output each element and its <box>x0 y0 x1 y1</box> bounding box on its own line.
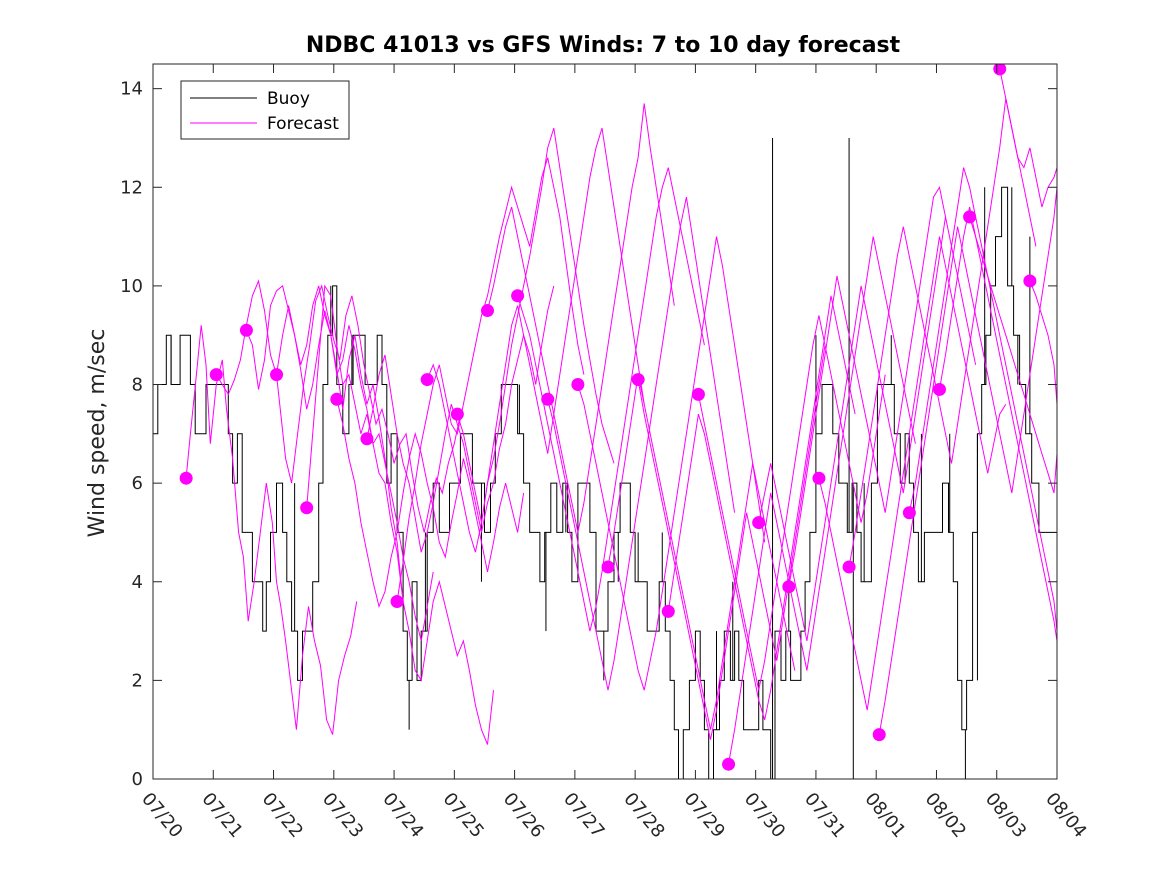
forecast-marker-15 <box>631 373 645 387</box>
forecast-marker-11 <box>511 289 525 303</box>
forecast-run-line-3 <box>276 284 461 533</box>
forecast-run-line-27 <box>999 68 1057 208</box>
y-tick-label-5: 10 <box>120 276 143 297</box>
forecast-run-line-6 <box>366 285 555 553</box>
forecast-marker-20 <box>782 580 796 594</box>
legend-box <box>180 80 350 140</box>
forecast-marker-10 <box>480 304 494 318</box>
y-tick-label-6: 12 <box>120 177 143 198</box>
y-axis-label: Wind speed, m/sec <box>85 329 110 538</box>
forecast-run-line-13 <box>577 236 766 691</box>
forecast-marker-13 <box>571 378 585 392</box>
forecast-marker-26 <box>963 210 977 224</box>
forecast-run-line-21 <box>818 236 1007 711</box>
forecast-run-line-22 <box>848 98 1037 568</box>
forecast-run-line-28 <box>1029 280 1057 405</box>
forecast-marker-18 <box>722 757 736 771</box>
plot-area <box>153 64 1057 779</box>
forecast-run-line-7 <box>396 157 585 602</box>
forecast-marker-5 <box>330 392 344 406</box>
forecast-run-line-23 <box>878 187 1057 735</box>
forecast-run-line-10 <box>487 103 675 533</box>
forecast-marker-12 <box>541 392 555 406</box>
axes-box <box>152 63 1058 780</box>
forecast-marker-24 <box>902 506 916 520</box>
forecast-marker-16 <box>661 604 675 618</box>
forecast-marker-14 <box>601 560 615 574</box>
forecast-run-line-11 <box>517 167 705 632</box>
forecast-run-line-25 <box>939 206 1057 641</box>
y-tick-label-4: 8 <box>132 375 143 396</box>
forecast-run-line-9 <box>456 127 645 523</box>
forecast-run-line-18 <box>728 236 916 765</box>
forecast-run-line-20 <box>788 185 977 587</box>
forecast-run-line-17 <box>697 315 886 691</box>
forecast-run-line-19 <box>758 216 946 641</box>
forecast-marker-25 <box>932 382 946 396</box>
forecast-marker-6 <box>360 432 374 446</box>
forecast-marker-28 <box>1023 274 1037 288</box>
forecast-run-line-24 <box>908 167 1057 632</box>
forecast-run-line-15 <box>637 345 826 740</box>
forecast-run-line-0 <box>185 325 358 735</box>
legend: Buoy Forecast <box>180 80 350 140</box>
legend-label-1: Forecast <box>267 114 339 134</box>
forecast-marker-7 <box>390 594 404 608</box>
forecast-marker-0 <box>179 471 193 485</box>
forecast-marker-1 <box>209 368 223 382</box>
forecast-marker-19 <box>752 516 766 530</box>
forecast-run-line-5 <box>336 399 525 609</box>
forecast-run-line-4 <box>306 284 494 745</box>
forecast-run-line-26 <box>969 216 1057 494</box>
y-tick-label-7: 14 <box>120 79 143 100</box>
forecast-marker-8 <box>420 373 434 387</box>
forecast-run-line-1 <box>215 279 404 602</box>
forecast-run-line-12 <box>547 196 736 691</box>
y-tick-label-1: 2 <box>132 670 143 691</box>
forecast-marker-2 <box>239 323 253 337</box>
forecast-marker-23 <box>872 728 886 742</box>
forecast-marker-3 <box>270 368 284 382</box>
forecast-marker-21 <box>812 471 826 485</box>
buoy-series-line <box>153 186 1057 779</box>
chart-title: NDBC 41013 vs GFS Winds: 7 to 10 day for… <box>306 33 901 58</box>
forecast-marker-9 <box>450 407 464 421</box>
y-tick-label-2: 4 <box>132 572 143 593</box>
y-tick-label-3: 6 <box>132 473 143 494</box>
legend-label-0: Buoy <box>267 89 310 109</box>
y-tick-label-0: 0 <box>132 769 143 790</box>
forecast-marker-4 <box>300 501 314 515</box>
forecast-marker-22 <box>842 560 856 574</box>
forecast-marker-17 <box>691 387 705 401</box>
